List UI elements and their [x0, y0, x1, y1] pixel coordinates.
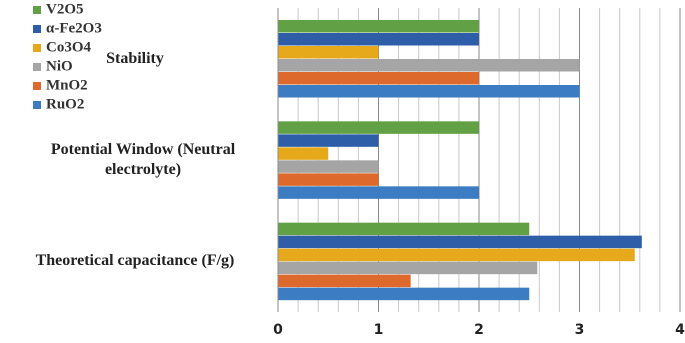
legend-swatch	[33, 63, 41, 71]
bar	[278, 222, 530, 236]
y-tick-label: Theoretical capacitance (F/g)	[35, 252, 235, 270]
bar	[278, 261, 538, 275]
legend-label: NiO	[46, 58, 73, 74]
bar	[278, 274, 411, 288]
bar	[278, 85, 580, 98]
x-tick-label: 2	[474, 322, 484, 338]
legend-label: V2O5	[46, 1, 84, 17]
bar	[278, 134, 379, 147]
bar	[278, 20, 479, 33]
legend-swatch	[33, 44, 41, 52]
legend-label: α-Fe2O3	[46, 20, 102, 36]
bar	[278, 59, 580, 72]
legend-swatch	[33, 101, 41, 109]
bar	[278, 160, 379, 173]
y-tick-label: Stability	[106, 49, 164, 67]
bar	[278, 147, 329, 160]
legend-label: RuO2	[46, 96, 84, 112]
legend-label: MnO2	[46, 77, 88, 93]
legend-label: Co3O4	[46, 39, 92, 55]
legend-swatch	[33, 82, 41, 90]
bar	[278, 46, 379, 59]
bar	[278, 235, 642, 249]
legend-swatch	[33, 6, 41, 14]
y-tick-label: Potential Window (Neutral electrolyte)	[50, 141, 236, 178]
bar	[278, 173, 379, 186]
bar	[278, 248, 635, 262]
x-tick-label: 3	[575, 322, 585, 338]
x-tick-label: 1	[374, 322, 384, 338]
x-tick-label: 0	[273, 322, 283, 338]
bar	[278, 72, 479, 85]
bar	[278, 287, 530, 301]
bar	[278, 186, 479, 199]
x-tick-label: 4	[675, 322, 685, 338]
bar	[278, 33, 479, 46]
legend-swatch	[33, 25, 41, 33]
bar	[278, 121, 479, 134]
